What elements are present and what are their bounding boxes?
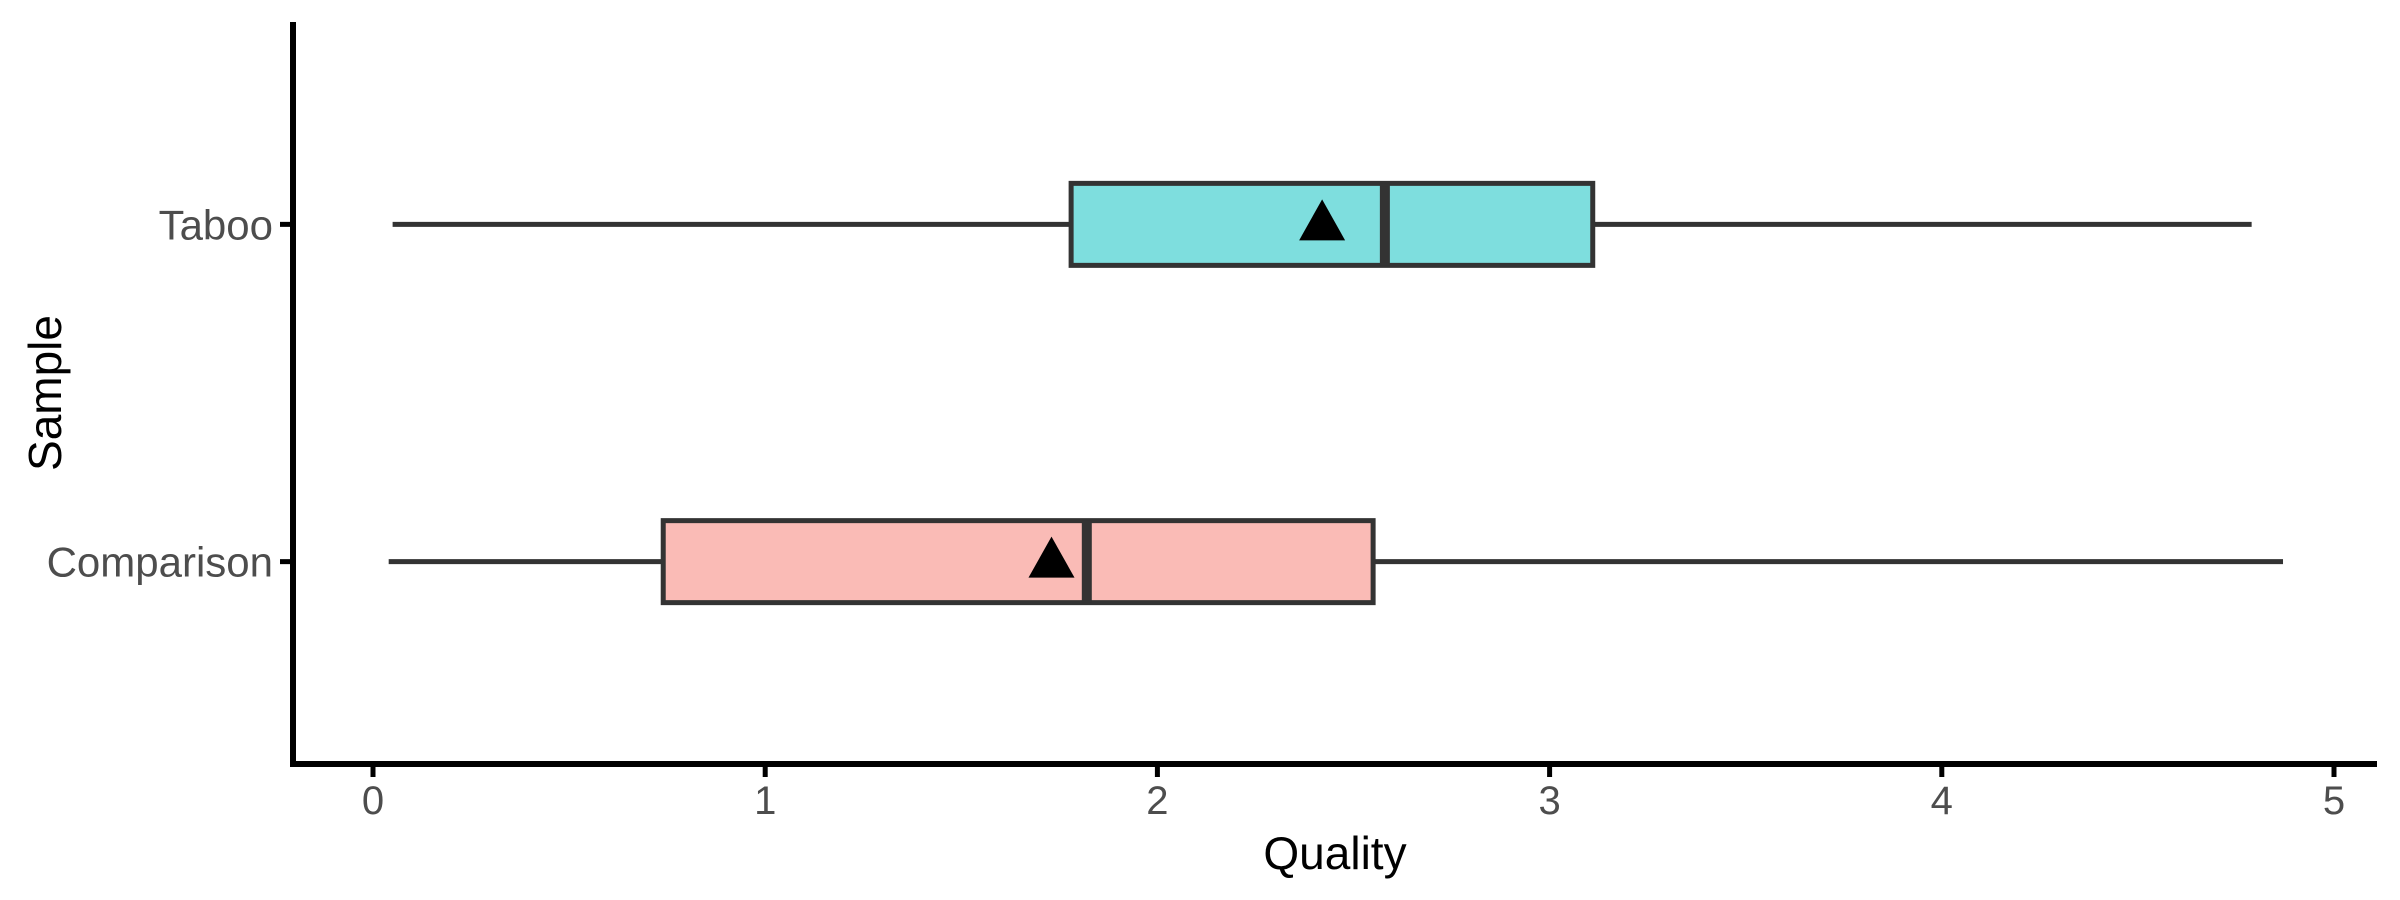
- x-axis-title: Quality: [1263, 827, 1407, 879]
- x-tick-label: 5: [2323, 779, 2345, 823]
- x-tick-label: 0: [362, 779, 384, 823]
- axis-lines: [290, 22, 2377, 767]
- y-category-label: Taboo: [159, 201, 273, 248]
- box-comparison: [660, 518, 1376, 606]
- y-category-label: Comparison: [47, 539, 273, 586]
- mean-marker-icon: [1299, 199, 1346, 241]
- x-tick-label: 1: [754, 779, 776, 823]
- y-axis-title: Sample: [19, 315, 71, 471]
- x-tick-label: 4: [1931, 779, 1953, 823]
- x-tick-label: 2: [1146, 779, 1168, 823]
- x-tick-label: 3: [1538, 779, 1560, 823]
- mean-marker-icon: [1028, 536, 1075, 578]
